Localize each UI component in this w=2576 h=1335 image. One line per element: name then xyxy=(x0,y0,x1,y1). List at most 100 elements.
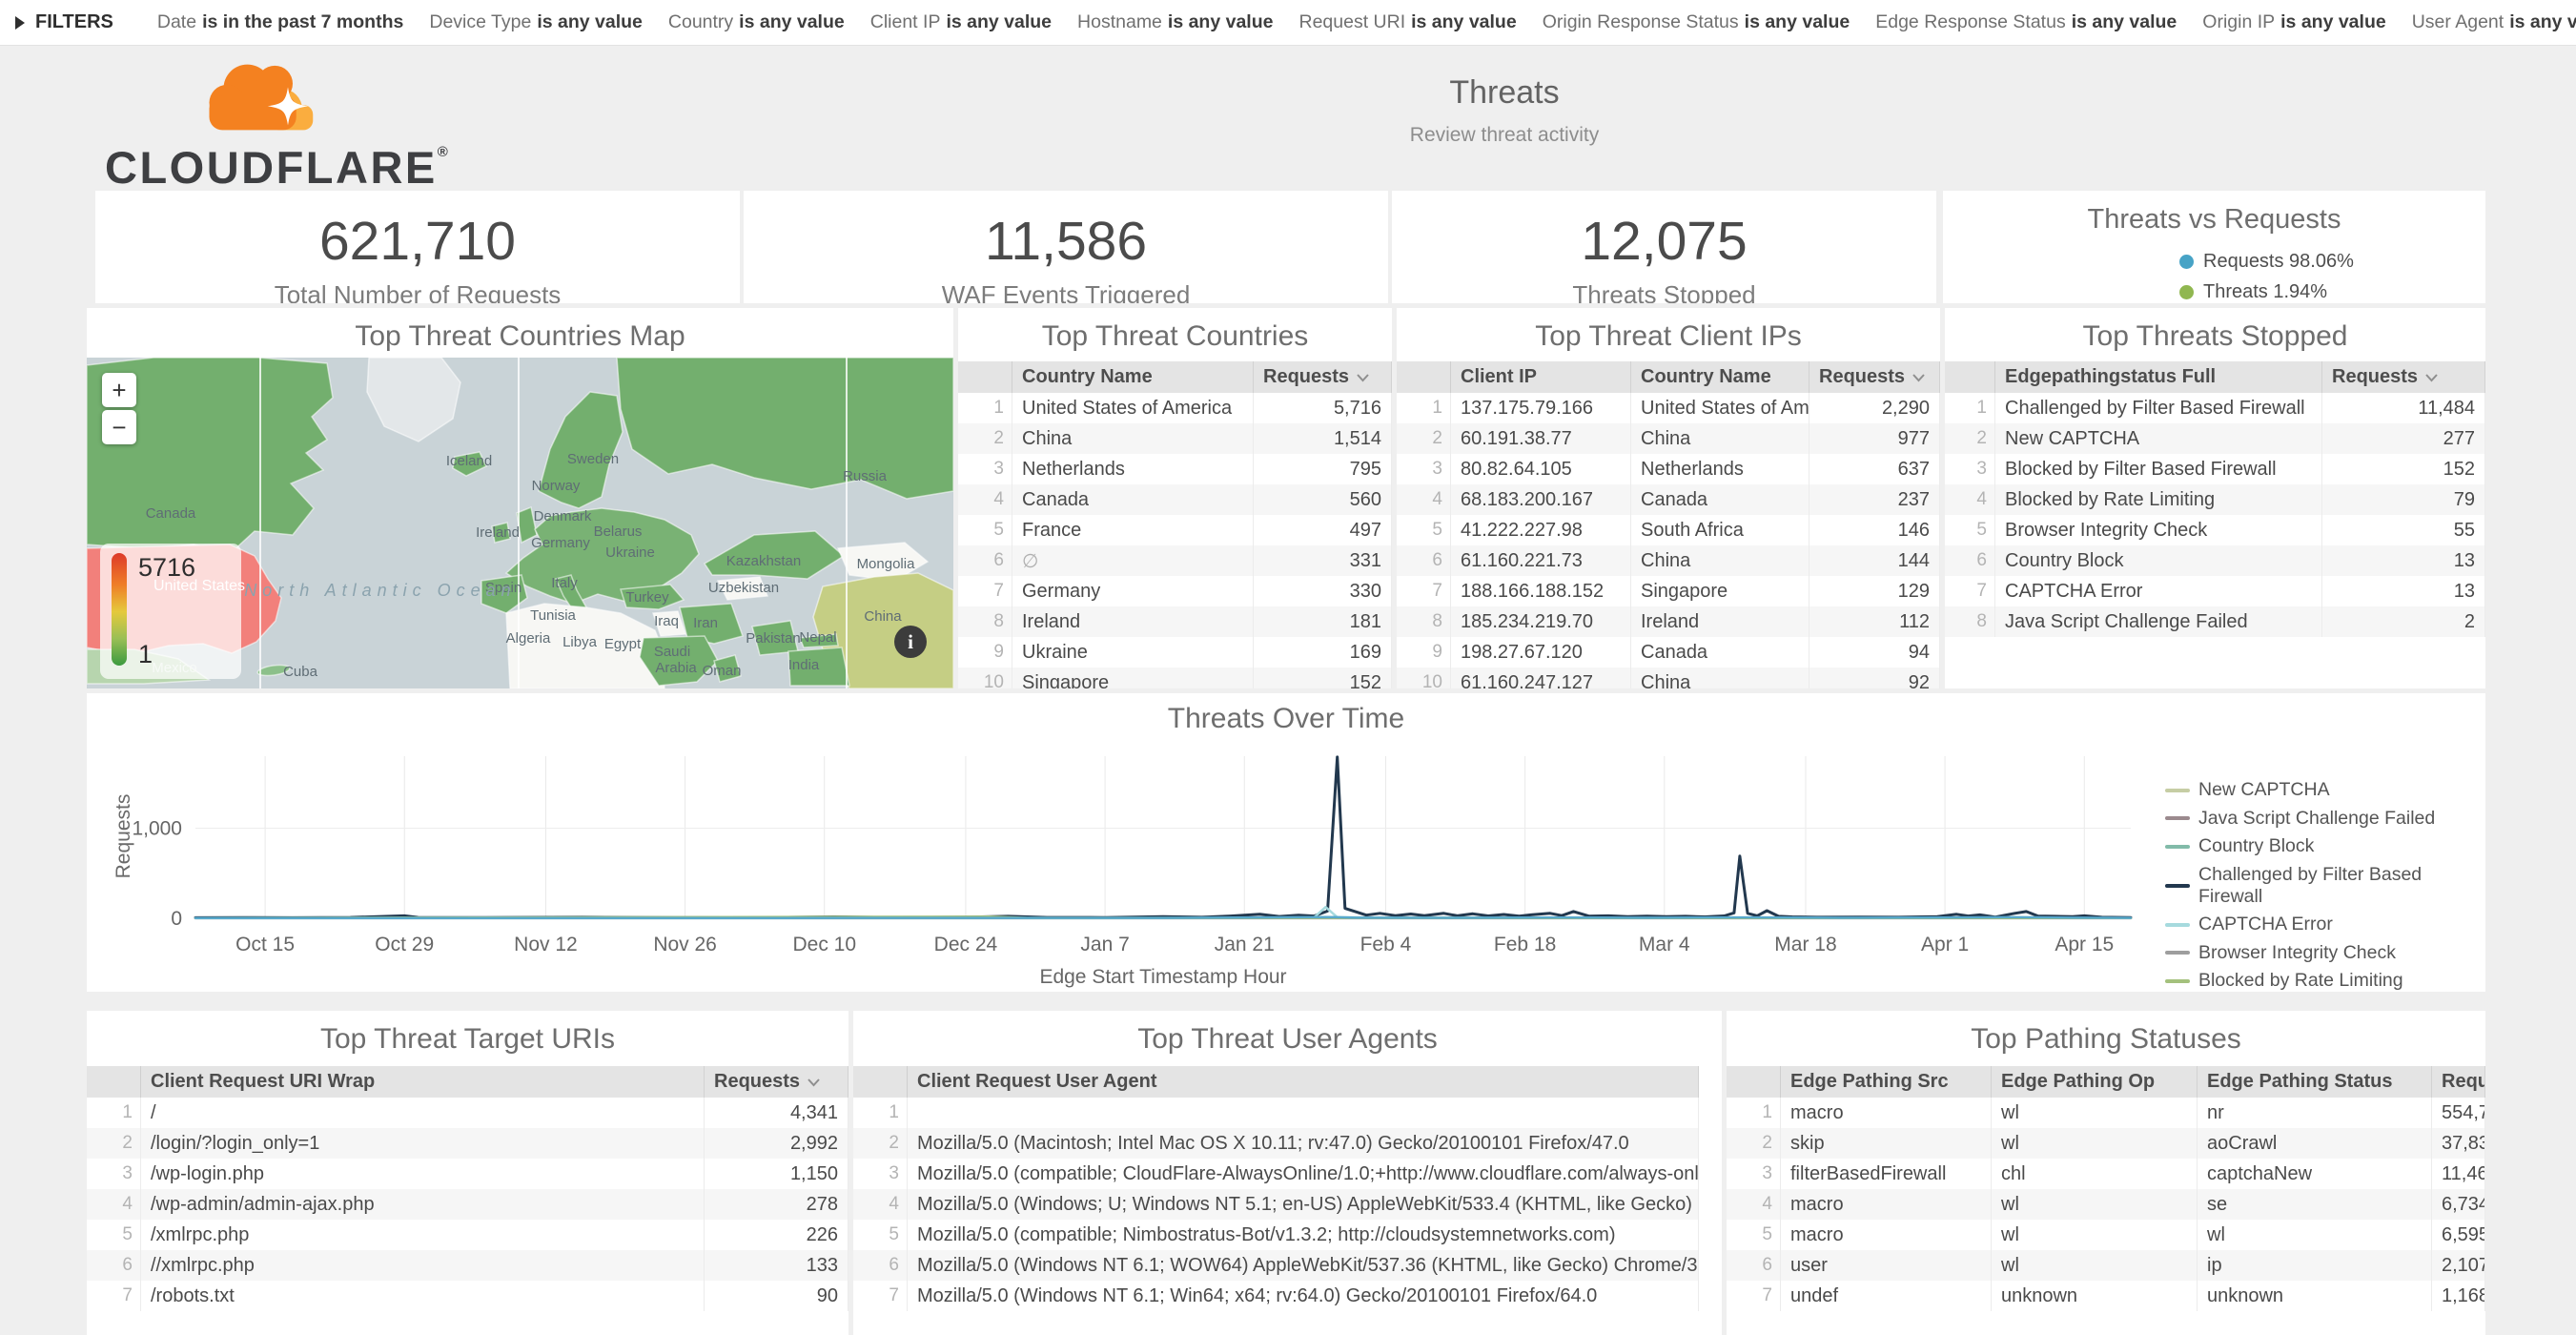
table-row[interactable]: 5 41.222.227.98 South Africa 146 xyxy=(1397,515,1940,545)
map-zoom-out-button[interactable]: − xyxy=(102,410,136,444)
threats-over-time-chart[interactable]: 0 1,000 Oct 15 Oct 29 Nov 12 Nov 26 Dec 10 Dec … xyxy=(87,693,2485,992)
table-row[interactable]: 4 68.183.200.167 Canada 237 xyxy=(1397,484,1940,515)
chart-legend-item-blocked-by-rate-limiting[interactable]: Blocked by Rate Limiting xyxy=(2165,970,2485,992)
table-row[interactable]: 2 New CAPTCHA 277 xyxy=(1945,423,2485,454)
table-row[interactable]: 10 Singapore 152 xyxy=(958,668,1392,688)
legend-label: Requests 98.06% xyxy=(2203,251,2354,272)
table-row[interactable]: 8 Java Script Challenge Failed 2 xyxy=(1945,606,2485,637)
table-row[interactable]: 1 Challenged by Filter Based Firewall 11,4… xyxy=(1945,393,2485,423)
table-row[interactable]: 1 United States of America 5,716 xyxy=(958,393,1392,423)
table-row[interactable]: 3 Blocked by Filter Based Firewall 152 xyxy=(1945,454,2485,484)
legend-line-icon xyxy=(2165,816,2190,820)
table-row[interactable]: 7 undef unknown unknown 1,168 xyxy=(1727,1281,2485,1311)
table-row[interactable]: 6//xmlrpc.php 133 xyxy=(87,1250,848,1281)
chart-legend-item-captcha-error[interactable]: CAPTCHA Error xyxy=(2165,914,2485,935)
filter-item[interactable]: Date is in the past 7 months xyxy=(156,11,404,32)
chart-axis-text: Oct 15 xyxy=(235,934,295,955)
column-header-client-request-user-agent[interactable]: Client Request User Agent xyxy=(907,1066,1699,1098)
table-row[interactable]: 9 Ukraine 169 xyxy=(958,637,1392,668)
table-row[interactable]: 3 80.82.64.105 Netherlands 637 xyxy=(1397,454,1940,484)
table-row[interactable]: 3 Mozilla/5.0 (compatible; CloudFlare-Alw… xyxy=(853,1159,1699,1189)
table-row[interactable]: 6 ∅ 331 xyxy=(958,545,1392,576)
chart-axis-text: Jan 7 xyxy=(1080,934,1129,955)
table-row[interactable]: 3/wp-login.php 1,150 xyxy=(87,1159,848,1189)
table-row[interactable]: 6 Country Block 13 xyxy=(1945,545,2485,576)
table-row[interactable]: 9 198.27.67.120 Canada 94 xyxy=(1397,637,1940,668)
filter-items: Date is in the past 7 months Device Type is… xyxy=(157,11,2576,33)
table-row[interactable]: 4 Blocked by Rate Limiting 79 xyxy=(1945,484,2485,515)
column-header-requests[interactable]: Requests xyxy=(2431,1066,2485,1098)
column-header-requests[interactable]: Requests xyxy=(1809,361,1940,393)
world-map[interactable]: + − 5716 1 i xyxy=(87,357,953,688)
table-row[interactable]: 5 Mozilla/5.0 (compatible; Nimbostratus-B… xyxy=(853,1220,1699,1250)
map-canvas: CanadaUnited StatesMexicoCubaIcelandIrel… xyxy=(87,357,953,688)
table-cell: Singapore xyxy=(1630,576,1809,606)
filter-item[interactable]: Client IP is any value xyxy=(869,11,1053,32)
table-row[interactable]: 5/xmlrpc.php 226 xyxy=(87,1220,848,1250)
row-index: 9 xyxy=(1397,637,1451,668)
table-cell: wl xyxy=(2197,1220,2432,1250)
map-legend-min: 1 xyxy=(138,640,153,668)
table-row[interactable]: 7/robots.txt 90 xyxy=(87,1281,848,1311)
table-row[interactable]: 7 188.166.188.152 Singapore 129 xyxy=(1397,576,1940,606)
chart-legend-item-java-script-challenge-failed[interactable]: Java Script Challenge Failed xyxy=(2165,808,2485,830)
column-header-country-name[interactable]: Country Name xyxy=(1012,361,1254,393)
map-info-icon[interactable]: i xyxy=(894,626,927,658)
filter-item[interactable]: Hostname is any value xyxy=(1077,11,1274,32)
table-row[interactable]: 2 Mozilla/5.0 (Macintosh; Intel Mac OS X … xyxy=(853,1128,1699,1159)
table-row[interactable]: 5 Browser Integrity Check 55 xyxy=(1945,515,2485,545)
filter-item[interactable]: Device Type is any value xyxy=(429,11,643,32)
column-header-edge-pathing-src[interactable]: Edge Pathing Src xyxy=(1780,1066,1992,1098)
table-row[interactable]: 3 Netherlands 795 xyxy=(958,454,1392,484)
table-cell: 60.191.38.77 xyxy=(1450,423,1631,454)
chart-legend-item-new-captcha[interactable]: New CAPTCHA xyxy=(2165,779,2485,801)
column-header-requests[interactable]: Requests xyxy=(704,1066,848,1098)
table-row[interactable]: 2/login/?login_only=1 2,992 xyxy=(87,1128,848,1159)
table-cell: 169 xyxy=(1253,637,1392,668)
column-header-edge-pathing-op[interactable]: Edge Pathing Op xyxy=(1991,1066,2198,1098)
map-zoom-in-button[interactable]: + xyxy=(102,373,136,407)
table-row[interactable]: 8 Ireland 181 xyxy=(958,606,1392,637)
table-row[interactable]: 4 Mozilla/5.0 (Windows; U; Windows NT 5.1… xyxy=(853,1189,1699,1220)
column-header-country-name[interactable]: Country Name xyxy=(1630,361,1809,393)
table-row[interactable]: 6 user wl ip 2,107 xyxy=(1727,1250,2485,1281)
filter-item[interactable]: Origin Response Status is any value xyxy=(1542,11,1850,32)
column-header-client-request-uri-wrap[interactable]: Client Request URI Wrap xyxy=(140,1066,705,1098)
table-row[interactable]: 6 61.160.221.73 China 144 xyxy=(1397,545,1940,576)
table-row[interactable]: 5 France 497 xyxy=(958,515,1392,545)
column-header-edgepathingstatus-full[interactable]: Edgepathingstatus Full xyxy=(1994,361,2322,393)
table-row[interactable]: 5 macro wl wl 6,595 xyxy=(1727,1220,2485,1250)
table-row[interactable]: 7 Mozilla/5.0 (Windows NT 6.1; Win64; x64… xyxy=(853,1281,1699,1311)
chart-legend-item-browser-integrity-check[interactable]: Browser Integrity Check xyxy=(2165,942,2485,964)
table-row[interactable]: 2 China 1,514 xyxy=(958,423,1392,454)
column-header-client-ip[interactable]: Client IP xyxy=(1450,361,1631,393)
filter-item[interactable]: Country is any value xyxy=(667,11,845,32)
table-row[interactable]: 7 Germany 330 xyxy=(958,576,1392,606)
table-row[interactable]: 7 CAPTCHA Error 13 xyxy=(1945,576,2485,606)
filter-item[interactable]: Request URI is any value xyxy=(1298,11,1517,32)
table-row[interactable]: 4/wp-admin/admin-ajax.php 278 xyxy=(87,1189,848,1220)
row-index: 5 xyxy=(853,1220,908,1250)
map-country-label: Iran xyxy=(693,615,718,631)
filters-toggle[interactable]: FILTERS xyxy=(15,11,113,33)
table-row[interactable]: 2 60.191.38.77 China 977 xyxy=(1397,423,1940,454)
table-row[interactable]: 10 61.160.247.127 China 92 xyxy=(1397,668,1940,688)
chart-legend-item-challenged-by-filter-based-firewall[interactable]: Challenged by Filter Based Firewall xyxy=(2165,864,2485,908)
column-header-requests[interactable]: Requests xyxy=(2321,361,2485,393)
chart-legend-item-country-block[interactable]: Country Block xyxy=(2165,835,2485,857)
filter-item[interactable]: Edge Response Status is any value xyxy=(1875,11,2177,32)
table-row[interactable]: 1 xyxy=(853,1098,1699,1128)
column-header-edge-pathing-status[interactable]: Edge Pathing Status xyxy=(2197,1066,2432,1098)
filter-item[interactable]: Origin IP is any value xyxy=(2202,11,2386,32)
table-row[interactable]: 8 185.234.219.70 Ireland 112 xyxy=(1397,606,1940,637)
table-row[interactable]: 4 Canada 560 xyxy=(958,484,1392,515)
table-row[interactable]: 6 Mozilla/5.0 (Windows NT 6.1; WOW64) App… xyxy=(853,1250,1699,1281)
table-row[interactable]: 1/4,341 xyxy=(87,1098,848,1128)
column-header-requests[interactable]: Requests xyxy=(1253,361,1392,393)
table-row[interactable]: 4 macro wl se 6,734 xyxy=(1727,1189,2485,1220)
